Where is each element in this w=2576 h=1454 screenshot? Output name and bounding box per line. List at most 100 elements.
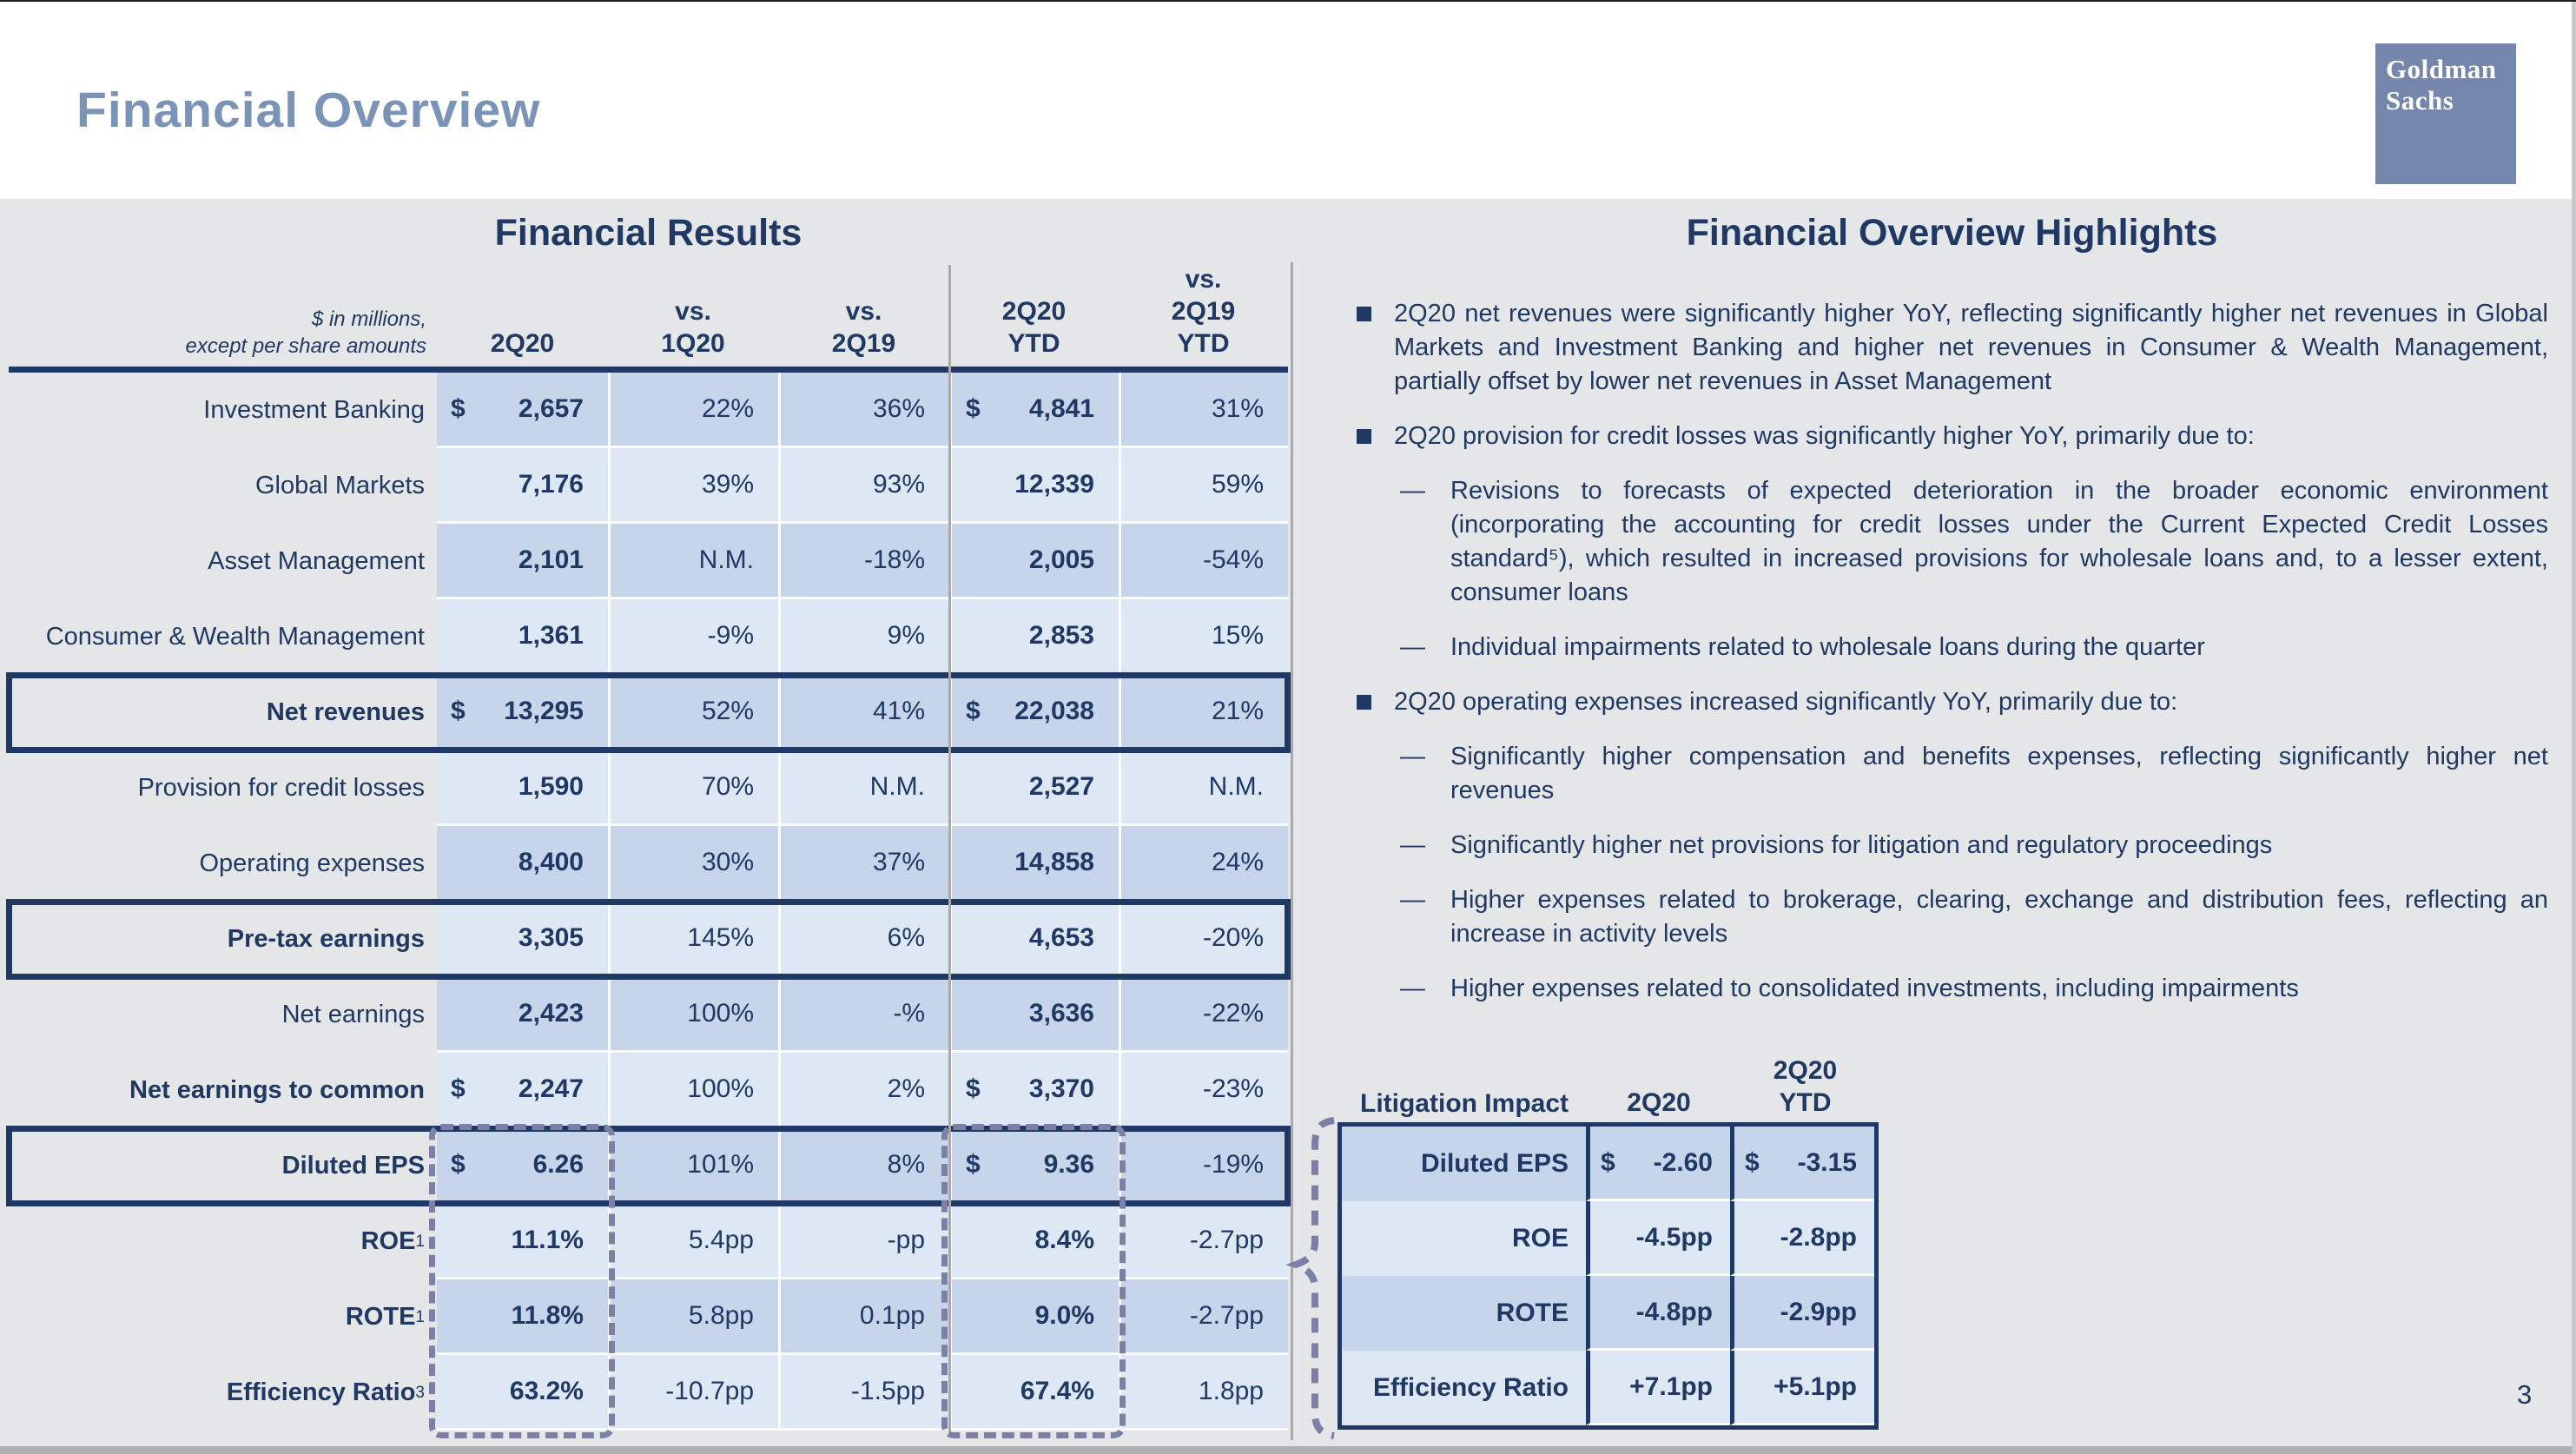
- cell-vs-2q19-ytd: -23%: [1119, 1053, 1288, 1128]
- cell-vs-1q20: 145%: [608, 902, 778, 977]
- financial-results-table: $ in millions, except per share amounts …: [6, 255, 1291, 1438]
- litigation-table-box: Diluted EPS $ -2.60 $ -3.15 ROE -4.5pp -2.…: [1338, 1122, 1879, 1430]
- table-row-consumer-wealth: Consumer & Wealth Management 1,361 -9% 9…: [9, 599, 1288, 675]
- dollar-sign: $: [1601, 1147, 1615, 1177]
- litigation-row-roe: ROE -4.5pp -2.8pp: [1342, 1201, 1874, 1276]
- cell-2q20-ytd: 2,527: [949, 750, 1119, 826]
- dash-bullet-icon: —: [1400, 477, 1425, 505]
- panel-divider-line: [1291, 262, 1293, 1440]
- row-label: ROE: [1342, 1201, 1586, 1276]
- page-title: Financial Overview: [76, 83, 541, 138]
- cell-vs-2q19-ytd: -19%: [1119, 1128, 1288, 1204]
- dollar-sign: $: [451, 1150, 466, 1179]
- cell-vs-2q19: -1.5pp: [778, 1355, 949, 1431]
- bullet-item: 2Q20 operating expenses increased signif…: [1357, 685, 2548, 719]
- cell-vs-2q19-ytd: -22%: [1119, 977, 1288, 1053]
- cell-2q20: 2,423: [437, 977, 608, 1053]
- dash-bullet-icon: —: [1400, 831, 1425, 859]
- cell-vs-2q19: 9%: [778, 599, 949, 675]
- cell-vs-2q19-ytd: -54%: [1119, 524, 1288, 599]
- row-label: Diluted EPS: [1342, 1127, 1586, 1201]
- table-row-asset-management: Asset Management 2,101 N.M. -18% 2,005 -…: [9, 524, 1288, 599]
- row-label: Efficiency Ratio: [1342, 1351, 1586, 1425]
- cell-vs-1q20: 100%: [608, 977, 778, 1053]
- col-header-vs-2q19-ytd: vs. 2Q19 YTD: [1171, 265, 1236, 358]
- dash-bullet-icon: —: [1400, 886, 1425, 914]
- row-label: Efficiency Ratio: [226, 1378, 416, 1406]
- slide-right-edge: [2572, 2, 2576, 1454]
- sub-bullet-item: — Significantly higher compensation and …: [1400, 740, 2548, 808]
- table-row-global-markets: Global Markets 7,176 39% 93% 12,339 59%: [9, 448, 1288, 524]
- cell-2q20: 11.1%: [437, 1204, 608, 1279]
- dollar-sign: $: [966, 394, 981, 423]
- bullet-text: 2Q20 operating expenses increased signif…: [1394, 688, 2178, 716]
- dash-bullet-icon: —: [1400, 975, 1425, 1002]
- litigation-col-2q20-ytd: 2Q20 YTD: [1773, 1056, 1838, 1117]
- table-row-net-earnings-to-common: Net earnings to common $2,247 100% 2% $3…: [9, 1053, 1288, 1128]
- bullet-text: 2Q20 net revenues were significantly hig…: [1394, 300, 2548, 395]
- row-label: ROTE: [345, 1303, 416, 1331]
- table-header-row: $ in millions, except per share amounts …: [9, 255, 1288, 367]
- cell-vs-2q19-ytd: 31%: [1119, 373, 1288, 448]
- cell-2q20: $ -2.60: [1586, 1127, 1730, 1201]
- cell-vs-2q19: N.M.: [778, 750, 949, 826]
- cell-vs-2q19: 37%: [778, 826, 949, 902]
- cell-2q20-ytd: -2.8pp: [1730, 1201, 1874, 1276]
- cell-2q20-ytd: 2,005: [949, 524, 1119, 599]
- financial-results-title: Financial Results: [494, 212, 803, 254]
- sub-bullet-item: — Higher expenses related to brokerage, …: [1400, 883, 2548, 951]
- table-row-operating-expenses: Operating expenses 8,400 30% 37% 14,858 …: [9, 826, 1288, 902]
- cell-vs-2q19-ytd: 59%: [1119, 448, 1288, 524]
- cell-2q20: $2,657: [437, 373, 608, 448]
- table-row-pretax-earnings: Pre-tax earnings 3,305 145% 6% 4,653 -20…: [6, 899, 1291, 980]
- dollar-sign: $: [966, 1150, 981, 1179]
- row-label: Consumer & Wealth Management: [45, 623, 425, 651]
- cell-2q20: 3,305: [437, 902, 608, 977]
- cell-vs-2q19-ytd: -2.7pp: [1119, 1279, 1288, 1355]
- cell-vs-2q19: 93%: [778, 448, 949, 524]
- cell-vs-2q19: 6%: [778, 902, 949, 977]
- bullet-item: 2Q20 provision for credit losses was sig…: [1357, 420, 2548, 453]
- cell-2q20: 2,101: [437, 524, 608, 599]
- table-row-rote: ROTE 1 11.8% 5.8pp 0.1pp 9.0% -2.7pp: [9, 1279, 1288, 1355]
- cell-2q20: 8,400: [437, 826, 608, 902]
- row-label: Net earnings: [281, 1001, 425, 1028]
- col-header-2q20: 2Q20: [490, 329, 555, 358]
- cell-vs-1q20: 5.4pp: [608, 1204, 778, 1279]
- cell-2q20-ytd: $4,841: [949, 373, 1119, 448]
- bullet-text: 2Q20 provision for credit losses was sig…: [1394, 422, 2255, 450]
- dashed-highlight-2q20-column: [429, 1124, 615, 1438]
- cell-vs-1q20: 100%: [608, 1053, 778, 1128]
- litigation-impact-table: Litigation Impact 2Q20 2Q20 YTD Diluted …: [1338, 1044, 1879, 1430]
- cell-vs-1q20: -9%: [608, 599, 778, 675]
- cell-2q20: 11.8%: [437, 1279, 608, 1355]
- row-label: Pre-tax earnings: [227, 925, 425, 953]
- sub-bullet-item: — Individual impairments related to whol…: [1400, 631, 2548, 664]
- cell-vs-2q19-ytd: -20%: [1119, 902, 1288, 977]
- cell-2q20-ytd: $ -3.15: [1730, 1127, 1874, 1201]
- ytd-divider-line: [948, 265, 951, 1432]
- row-label: Net revenues: [266, 698, 425, 726]
- bullet-square-icon: [1357, 695, 1371, 710]
- cell-vs-2q19: 36%: [778, 373, 949, 448]
- cell-2q20: -4.5pp: [1586, 1201, 1730, 1276]
- table-row-net-earnings: Net earnings 2,423 100% -% 3,636 -22%: [9, 977, 1288, 1053]
- row-label: ROTE: [1342, 1276, 1586, 1351]
- cell-2q20: $13,295: [437, 675, 608, 750]
- cell-vs-1q20: 101%: [608, 1128, 778, 1204]
- table-row-net-revenues: Net revenues $13,295 52% 41% $22,038 21%: [6, 672, 1291, 753]
- cell-2q20-ytd: 9.0%: [949, 1279, 1119, 1355]
- cell-vs-2q19: -%: [778, 977, 949, 1053]
- dollar-sign: $: [1745, 1147, 1760, 1177]
- bullet-text: Individual impairments related to wholes…: [1450, 633, 2205, 661]
- highlights-title: Financial Overview Highlights: [1686, 212, 2218, 254]
- goldman-sachs-logo: Goldman Sachs: [2375, 43, 2516, 184]
- bullet-square-icon: [1357, 429, 1371, 444]
- bullet-text: Significantly higher net provisions for …: [1450, 831, 2273, 859]
- cell-2q20: $2,247: [437, 1053, 608, 1128]
- cell-2q20-ytd: $22,038: [949, 675, 1119, 750]
- table-row-diluted-eps: Diluted EPS $6.26 101% 8% $9.36 -19%: [6, 1126, 1291, 1206]
- sub-bullet-item: — Higher expenses related to consolidate…: [1400, 972, 2548, 1006]
- dash-bullet-icon: —: [1400, 743, 1425, 770]
- col-header-vs-1q20: vs. 1Q20: [661, 297, 725, 358]
